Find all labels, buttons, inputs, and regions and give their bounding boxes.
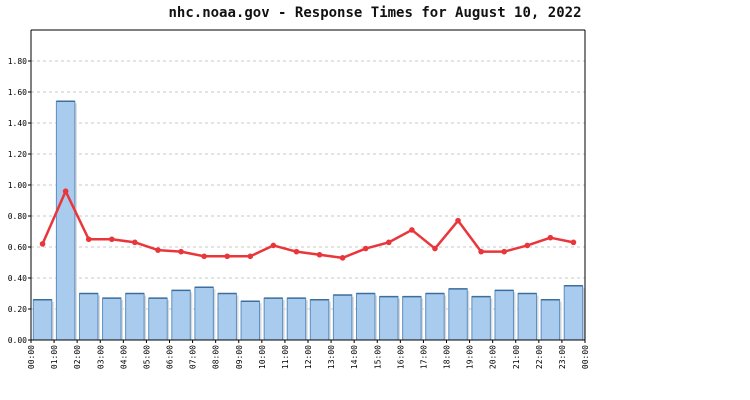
x-tick-label: 23:00 <box>558 345 567 369</box>
bar <box>102 297 122 341</box>
line-point <box>316 251 323 258</box>
line-point <box>85 236 92 243</box>
x-tick-label: 17:00 <box>419 345 428 369</box>
bar <box>448 288 468 341</box>
x-tick-label: 19:00 <box>466 345 475 369</box>
y-tick-label: 0.00 <box>8 336 27 345</box>
line-point <box>247 253 254 260</box>
y-tick-label: 0.20 <box>8 305 27 314</box>
line-point <box>201 253 207 260</box>
bar <box>540 299 561 341</box>
line-point <box>108 236 115 243</box>
bar <box>286 297 307 341</box>
line-point <box>339 255 346 261</box>
x-tick-label: 00:00 <box>581 345 590 369</box>
x-tick-label: 15:00 <box>373 345 382 369</box>
bar <box>355 293 376 341</box>
x-tick-label: 16:00 <box>396 345 405 369</box>
bar <box>32 299 53 341</box>
axes <box>28 29 586 343</box>
bar <box>332 294 353 341</box>
x-tick-label: 04:00 <box>119 345 128 369</box>
x-tick-label: 18:00 <box>443 345 452 369</box>
line-point <box>362 245 369 252</box>
line-point <box>547 234 554 241</box>
bar <box>425 293 445 341</box>
x-tick-label: 21:00 <box>512 345 521 369</box>
bar <box>240 300 261 341</box>
line-point <box>155 247 161 253</box>
line-point <box>501 248 508 255</box>
x-tick-label: 08:00 <box>212 345 221 369</box>
bar <box>78 293 99 341</box>
x-tick-label: 14:00 <box>350 345 359 369</box>
y-tick-label: 1.00 <box>8 181 27 190</box>
x-tick-label: 03:00 <box>96 345 105 369</box>
bar <box>309 299 330 341</box>
x-tick-label: 20:00 <box>489 345 498 369</box>
bar <box>494 289 514 341</box>
line-path <box>41 189 574 260</box>
line-point <box>455 217 461 224</box>
line-point <box>432 245 438 252</box>
x-tick-label: 06:00 <box>166 345 175 369</box>
x-tick-label: 00:00 <box>27 345 36 369</box>
bar <box>402 296 422 341</box>
line-point <box>224 253 231 260</box>
y-tick-label: 1.80 <box>8 57 27 66</box>
y-tick-label: 1.40 <box>8 119 27 128</box>
line-point <box>524 242 531 249</box>
bar <box>125 293 145 341</box>
x-tick-label: 22:00 <box>535 345 544 369</box>
bar <box>471 296 491 341</box>
chart-title: nhc.noaa.gov - Response Times for August… <box>168 5 582 21</box>
x-tick-label: 12:00 <box>304 345 313 369</box>
y-tick-label: 1.60 <box>8 88 27 97</box>
line-point <box>478 248 484 255</box>
y-tick-label: 1.20 <box>8 150 27 159</box>
x-tick-label: 02:00 <box>73 345 82 369</box>
y-tick-label: 0.40 <box>8 274 27 283</box>
bar <box>148 297 168 341</box>
bar <box>263 297 284 341</box>
bar <box>55 100 76 341</box>
bar <box>517 293 538 341</box>
x-tick-label: 11:00 <box>281 345 290 369</box>
line-point <box>409 227 415 233</box>
x-tick-label: 13:00 <box>327 345 336 369</box>
line-point <box>385 239 392 246</box>
x-tick-label: 07:00 <box>189 345 198 369</box>
y-tick-label: 0.60 <box>8 243 27 252</box>
bar <box>379 296 399 341</box>
x-tick-label: 10:00 <box>258 345 267 369</box>
line-series <box>39 188 577 261</box>
line-point <box>270 242 277 249</box>
bar <box>217 293 237 341</box>
line-point <box>178 248 184 255</box>
y-tick-labels: 0.00 0.20 0.40 0.60 0.80 1.00 1.20 1.40 1.60 1.80 <box>8 57 27 345</box>
bar <box>563 285 584 341</box>
line-point <box>293 248 300 255</box>
line-point <box>132 239 138 246</box>
x-tick-label: 01:00 <box>50 345 59 369</box>
y-tick-label: 0.80 <box>8 212 27 221</box>
line-point <box>570 239 577 246</box>
grid-lines <box>31 60 585 310</box>
bar-series <box>32 100 585 341</box>
x-tick-label: 05:00 <box>142 345 151 369</box>
line-point <box>39 241 46 247</box>
x-tick-label: 09:00 <box>235 345 244 369</box>
line-point <box>62 188 69 194</box>
x-tick-labels: 00:00 01:00 02:00 03:00 04:00 05:00 06:00 07:00… <box>27 345 590 369</box>
bar <box>194 286 214 341</box>
bar <box>171 289 191 341</box>
